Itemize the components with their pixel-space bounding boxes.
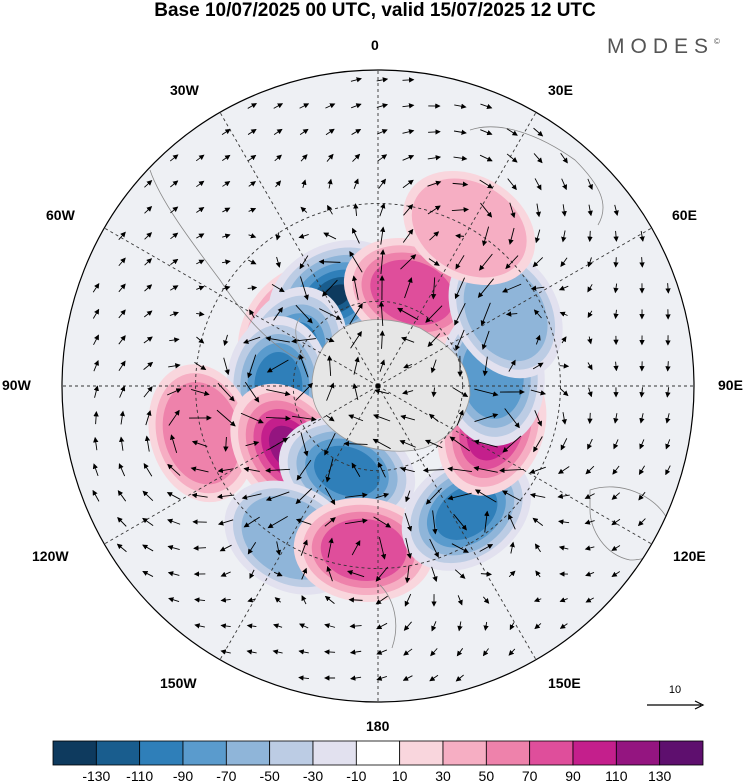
colorbar-cell — [226, 741, 269, 765]
lon-label-150w: 150W — [160, 675, 197, 691]
lon-label-60w: 60W — [46, 207, 75, 223]
colorbar-tick-label: -90 — [163, 768, 203, 784]
colorbar-tick-label: 110 — [596, 768, 636, 784]
colorbar-cell — [140, 741, 183, 765]
wind-arrow — [428, 132, 440, 133]
colorbar-cell — [660, 741, 703, 765]
colorbar-cell — [486, 741, 529, 765]
wind-arrow — [590, 413, 591, 423]
map-disc — [60, 68, 700, 708]
colorbar-cell — [96, 741, 139, 765]
lon-label-120e: 120E — [673, 548, 706, 564]
colorbar-tick-label: -110 — [120, 768, 160, 784]
wind-arrow — [616, 257, 617, 267]
colorbar-cell — [183, 741, 226, 765]
lon-label-60e: 60E — [672, 207, 697, 223]
colorbar-tick-label: 90 — [553, 768, 593, 784]
colorbar-tick-label: 30 — [423, 768, 463, 784]
colorbar-tick-label: 10 — [380, 768, 420, 784]
colorbar-tick-label: 70 — [510, 768, 550, 784]
wind-arrow — [194, 548, 206, 549]
colorbar-cell — [616, 741, 659, 765]
colorbar-tick-label: -30 — [293, 768, 333, 784]
colorbar-cell — [443, 741, 486, 765]
lon-label-180: 180 — [366, 718, 389, 734]
colorbar — [52, 740, 704, 766]
colorbar-cell — [356, 741, 399, 765]
lon-label-120w: 120W — [32, 548, 69, 564]
colorbar-tick-label: 130 — [640, 768, 680, 784]
reference-vector-arrow — [645, 698, 707, 712]
colorbar-cell — [573, 741, 616, 765]
lon-label-0: 0 — [371, 37, 379, 53]
lon-label-90w: 90W — [2, 377, 31, 393]
wind-arrow — [590, 231, 591, 241]
colorbar-cell — [270, 741, 313, 765]
colorbar-cell — [53, 741, 96, 765]
south-pole-marker — [376, 384, 381, 389]
colorbar-tick-label: -70 — [206, 768, 246, 784]
colorbar-cell — [530, 741, 573, 765]
colorbar-tick-label: -10 — [336, 768, 376, 784]
colorbar-tick-label: -50 — [250, 768, 290, 784]
lon-label-90e: 90E — [718, 377, 743, 393]
lon-label-150e: 150E — [548, 675, 581, 691]
reference-vector-label: 10 — [645, 684, 705, 696]
lon-label-30e: 30E — [548, 82, 573, 98]
colorbar-tick-label: 50 — [466, 768, 506, 784]
colorbar-cell — [313, 741, 356, 765]
colorbar-tick-label: -130 — [76, 768, 116, 784]
colorbar-cell — [400, 741, 443, 765]
lon-label-30w: 30W — [170, 82, 199, 98]
